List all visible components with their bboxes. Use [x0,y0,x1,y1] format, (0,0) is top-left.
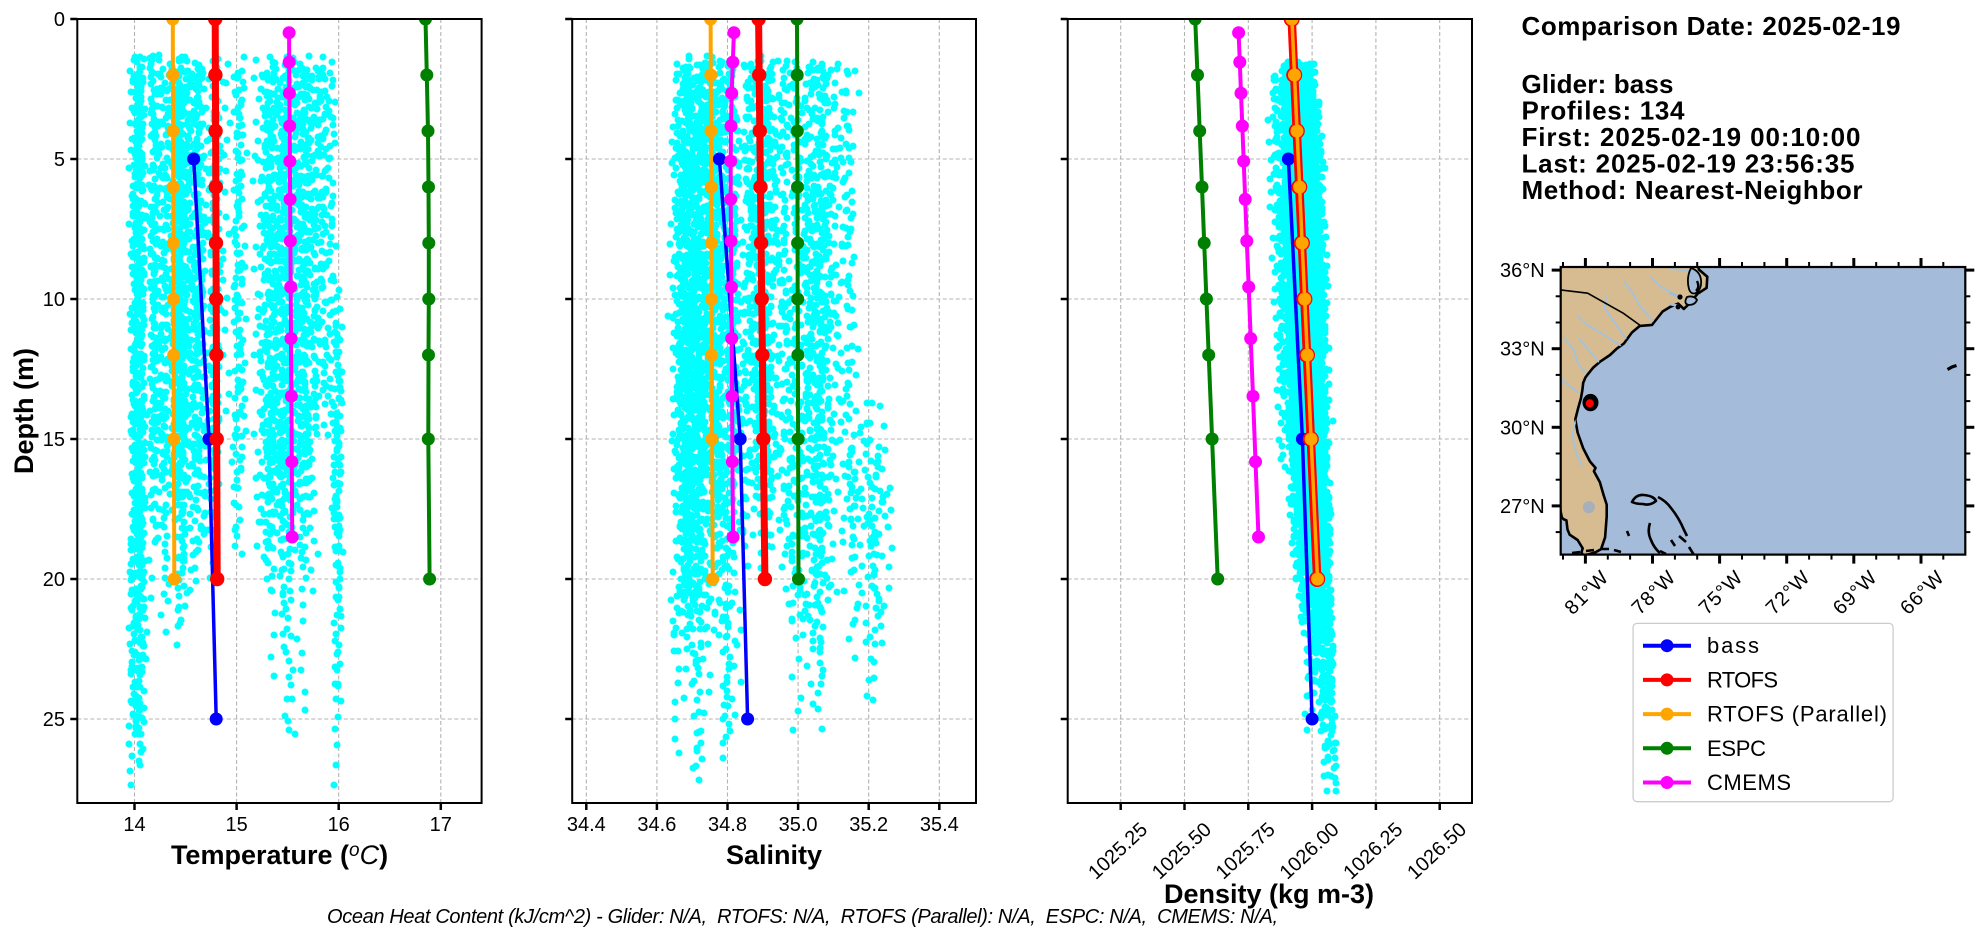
svg-text:Glider: bass: Glider: bass [1522,69,1674,99]
svg-text:20: 20 [43,569,65,591]
svg-text:Last: 2025-02-19 23:56:35: Last: 2025-02-19 23:56:35 [1522,149,1855,179]
svg-text:CMEMS: CMEMS [1707,770,1791,795]
svg-text:Method: Nearest-Neighbor: Method: Nearest-Neighbor [1522,175,1863,205]
svg-text:34.8: 34.8 [708,814,747,836]
svg-text:First: 2025-02-19 00:10:00: First: 2025-02-19 00:10:00 [1522,122,1861,152]
svg-text:ESPC: ESPC [1707,736,1766,761]
svg-text:33°N: 33°N [1500,339,1545,361]
svg-text:RTOFS: RTOFS [1707,667,1778,692]
svg-text:36°N: 36°N [1500,260,1545,282]
svg-text:34.6: 34.6 [637,814,676,836]
svg-text:27°N: 27°N [1500,496,1545,518]
svg-text:0: 0 [54,9,65,31]
svg-text:10: 10 [43,289,65,311]
svg-text:Salinity: Salinity [726,840,822,870]
svg-text:34.4: 34.4 [567,814,606,836]
svg-text:35.2: 35.2 [849,814,888,836]
svg-text:30°N: 30°N [1500,417,1545,439]
svg-text:17: 17 [430,814,452,836]
svg-text:Density (kg m-3): Density (kg m-3) [1164,879,1374,909]
svg-text:RTOFS (Parallel): RTOFS (Parallel) [1707,702,1887,727]
svg-text:35.4: 35.4 [920,814,959,836]
svg-text:bass: bass [1707,633,1759,658]
svg-text:15: 15 [225,814,247,836]
svg-text:16: 16 [328,814,350,836]
svg-text:14: 14 [123,814,145,836]
svg-text:Ocean Heat Content (kJ/cm^2) -: Ocean Heat Content (kJ/cm^2) - Glider: N… [327,906,1278,928]
svg-text:Depth (m): Depth (m) [9,348,39,474]
svg-text:15: 15 [43,429,65,451]
svg-text:25: 25 [43,709,65,731]
svg-text:Comparison Date: 2025-02-19: Comparison Date: 2025-02-19 [1522,11,1901,41]
svg-text:5: 5 [54,149,65,171]
svg-text:35.0: 35.0 [779,814,818,836]
svg-text:Profiles: 134: Profiles: 134 [1522,96,1686,126]
